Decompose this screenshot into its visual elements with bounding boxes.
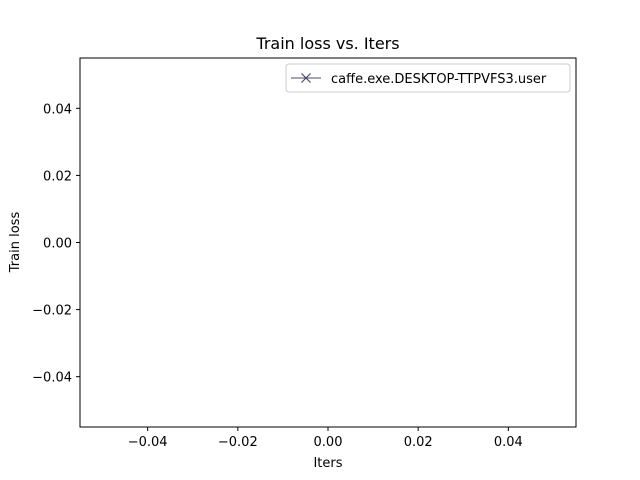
plot-area bbox=[79, 57, 577, 428]
x-tick-label: 0.00 bbox=[314, 435, 343, 450]
x-tick-label: 0.04 bbox=[494, 435, 523, 450]
x-axis-title: Iters bbox=[313, 456, 342, 471]
x-marker-icon bbox=[301, 73, 311, 83]
y-tick-label: −0.04 bbox=[32, 371, 72, 386]
x-axis-ticks: −0.04 −0.02 0.00 0.02 0.04 bbox=[128, 427, 523, 450]
y-axis-title: Train loss bbox=[8, 212, 23, 274]
x-tick-label: −0.02 bbox=[218, 435, 258, 450]
y-axis-ticks: −0.04 −0.02 0.00 0.02 0.04 bbox=[32, 102, 80, 386]
y-tick-label: 0.00 bbox=[43, 237, 72, 252]
legend: caffe.exe.DESKTOP-TTPVFS3.user bbox=[285, 63, 571, 93]
legend-entry-label: caffe.exe.DESKTOP-TTPVFS3.user bbox=[331, 72, 547, 87]
y-tick-label: −0.02 bbox=[32, 304, 72, 319]
y-tick-label: 0.02 bbox=[43, 169, 72, 184]
chart-title: Train loss vs. Iters bbox=[255, 34, 399, 53]
x-tick-label: 0.02 bbox=[404, 435, 433, 450]
legend-box bbox=[285, 63, 571, 93]
y-tick-label: 0.04 bbox=[43, 102, 72, 117]
x-tick-label: −0.04 bbox=[128, 435, 168, 450]
